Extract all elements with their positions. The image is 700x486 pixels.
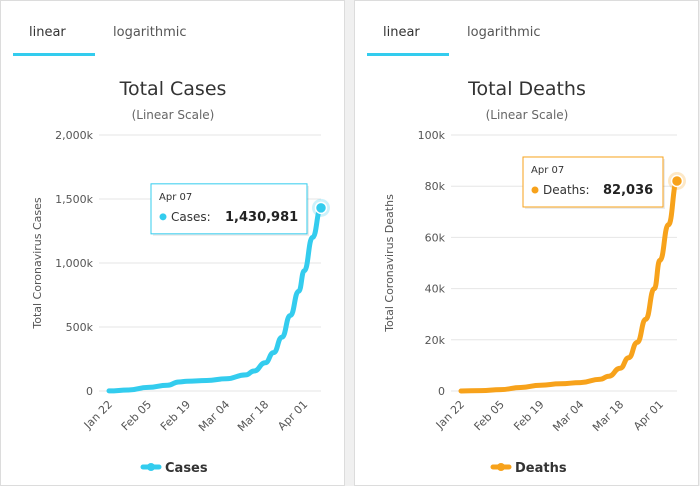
- chart-title: Total Deaths: [467, 78, 586, 100]
- data-point: [314, 201, 328, 215]
- scale-tabs: linear logarithmic: [355, 1, 698, 57]
- x-tick-label: Apr 01: [631, 398, 666, 433]
- y-axis-label: Total Coronavirus Cases: [31, 197, 44, 330]
- x-tick-label: Feb 05: [119, 398, 154, 433]
- tab-logarithmic[interactable]: logarithmic: [467, 25, 541, 40]
- tooltip-marker: [159, 213, 167, 221]
- x-tick-label: Mar 04: [196, 398, 232, 434]
- cases-chart: Total Cases (Linear Scale) Total Coronavir…: [31, 78, 330, 476]
- tab-linear[interactable]: linear: [29, 25, 66, 40]
- tooltip-value: 1,430,981: [225, 210, 298, 225]
- chart-subtitle: (Linear Scale): [486, 108, 569, 122]
- x-tick-label: Apr 01: [275, 398, 310, 433]
- y-tick-label: 1,500k: [55, 193, 93, 206]
- series-line: [458, 178, 680, 394]
- scale-tabs: linear logarithmic: [1, 1, 344, 57]
- legend-marker: [147, 463, 155, 471]
- tab-linear[interactable]: linear: [383, 25, 420, 40]
- tooltip-value: 82,036: [603, 183, 653, 198]
- x-tick-label: Feb 19: [158, 398, 193, 433]
- x-tick-label: Feb 05: [472, 398, 507, 433]
- y-tick-label: 100k: [418, 129, 446, 142]
- y-tick-label: 40k: [425, 283, 446, 296]
- x-tick-label: Mar 04: [550, 398, 586, 434]
- x-tick-label: Feb 19: [511, 398, 546, 433]
- legend-label: Deaths: [515, 461, 567, 476]
- tooltip-date: Apr 07: [159, 192, 192, 203]
- chart-title: Total Cases: [119, 78, 227, 100]
- tooltip-box: [522, 156, 664, 208]
- y-tick-label: 0: [86, 385, 93, 398]
- y-tick-label: 80k: [425, 180, 446, 193]
- active-tab-indicator: [367, 53, 449, 56]
- tab-logarithmic[interactable]: logarithmic: [113, 25, 187, 40]
- y-axis-label: Total Coronavirus Deaths: [383, 194, 396, 333]
- series-line: [106, 205, 324, 394]
- data-point: [670, 174, 684, 188]
- x-tick-label: Jan 22: [81, 398, 115, 432]
- x-tick-label: Mar 18: [235, 398, 271, 434]
- x-tick-label: Jan 22: [433, 398, 467, 432]
- tooltip-label: Cases:: [171, 210, 211, 224]
- active-tab-indicator: [13, 53, 95, 56]
- cases-chart-panel: linear logarithmic Total Cases (Linear Sc…: [0, 0, 345, 486]
- deaths-chart-panel: linear logarithmic Total Deaths (Linear S…: [354, 0, 699, 486]
- tooltip-date: Apr 07: [531, 165, 564, 176]
- x-tick-label: Mar 18: [590, 398, 626, 434]
- y-tick-label: 1,000k: [55, 257, 93, 270]
- tooltip-box: [150, 183, 308, 235]
- y-tick-label: 500k: [66, 321, 94, 334]
- y-tick-label: 0: [438, 385, 445, 398]
- y-tick-label: 2,000k: [55, 129, 93, 142]
- legend-marker: [497, 463, 505, 471]
- legend-label: Cases: [165, 461, 208, 476]
- chart-subtitle: (Linear Scale): [132, 108, 215, 122]
- deaths-chart: Total Deaths (Linear Scale) Total Coronavi…: [383, 78, 686, 476]
- y-tick-label: 60k: [425, 231, 446, 244]
- tooltip-label: Deaths:: [543, 183, 590, 197]
- y-tick-label: 20k: [425, 334, 446, 347]
- tooltip-marker: [531, 186, 539, 194]
